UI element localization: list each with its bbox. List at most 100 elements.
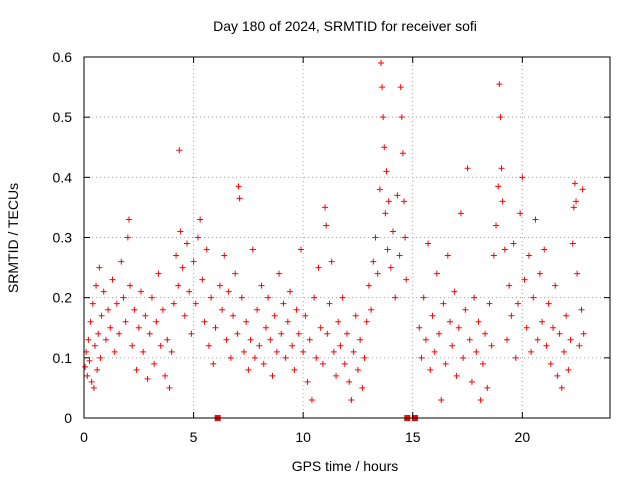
data-point — [400, 198, 407, 205]
data-point — [192, 300, 199, 307]
data-point — [82, 363, 89, 370]
data-point — [545, 300, 552, 307]
data-point — [547, 360, 554, 367]
data-point — [155, 270, 162, 277]
data-point — [571, 180, 578, 187]
data-point — [319, 360, 326, 367]
y-tick-label: 0.5 — [53, 109, 73, 125]
x-tick-label: 0 — [80, 429, 88, 445]
data-point — [105, 306, 112, 313]
data-point — [352, 312, 359, 319]
data-point — [265, 294, 272, 301]
data-point — [322, 204, 329, 211]
data-point — [219, 306, 226, 313]
data-point — [235, 183, 242, 190]
data-point — [576, 342, 583, 349]
data-point — [118, 258, 125, 265]
data-point — [271, 312, 278, 319]
data-point — [284, 318, 291, 325]
data-point — [510, 240, 517, 247]
data-point — [530, 294, 537, 301]
data-point — [427, 366, 434, 373]
data-point — [496, 81, 503, 88]
data-point — [223, 336, 230, 343]
data-point — [216, 282, 223, 289]
data-point — [497, 114, 504, 121]
data-point — [359, 384, 366, 391]
y-tick-label: 0 — [64, 410, 72, 426]
data-point — [449, 342, 456, 349]
data-point — [442, 360, 449, 367]
data-point — [113, 300, 120, 307]
data-point — [554, 372, 561, 379]
data-point — [346, 378, 353, 385]
data-point — [383, 168, 390, 175]
data-point — [357, 336, 364, 343]
data-point — [523, 324, 530, 331]
data-point — [179, 264, 186, 271]
data-point — [159, 306, 166, 313]
data-point — [460, 354, 467, 361]
data-point — [170, 300, 177, 307]
data-point — [370, 258, 377, 265]
data-point — [512, 354, 519, 361]
data-point — [324, 330, 331, 337]
y-tick-label: 0.4 — [53, 169, 73, 185]
data-point — [484, 384, 491, 391]
data-point — [109, 276, 116, 283]
data-point — [243, 318, 250, 325]
data-point — [111, 348, 118, 355]
data-point — [335, 318, 342, 325]
data-point — [276, 270, 283, 277]
data-point — [390, 228, 397, 235]
data-point — [330, 348, 337, 355]
axis-ticks: 0 0.1 0.2 0.3 0.4 0.5 0.6 0 5 10 15 20 — [53, 49, 610, 445]
data-point — [416, 324, 423, 331]
data-point — [392, 294, 399, 301]
data-point — [107, 324, 114, 331]
data-point — [175, 282, 182, 289]
x-tick-label: 15 — [405, 429, 421, 445]
data-point — [328, 258, 335, 265]
data-point — [151, 360, 158, 367]
data-point — [396, 252, 403, 259]
data-point — [567, 336, 574, 343]
grid-lines — [84, 57, 610, 418]
data-point — [431, 348, 438, 355]
data-point — [144, 375, 151, 382]
data-point — [475, 318, 482, 325]
data-point — [102, 336, 109, 343]
data-point — [240, 348, 247, 355]
data-point — [313, 354, 320, 361]
data-point — [148, 294, 155, 301]
data-point — [85, 336, 92, 343]
data-point — [258, 282, 265, 289]
data-point — [578, 306, 585, 313]
data-point — [354, 366, 361, 373]
data-point — [528, 348, 535, 355]
data-point — [398, 114, 405, 121]
data-point — [403, 276, 410, 283]
data-point — [397, 84, 404, 91]
data-point — [177, 228, 184, 235]
data-point — [249, 246, 256, 253]
data-point — [225, 288, 232, 295]
data-point — [89, 300, 96, 307]
data-point — [536, 270, 543, 277]
data-point — [278, 330, 285, 337]
data-point — [387, 264, 394, 271]
data-point — [142, 312, 149, 319]
data-point — [477, 396, 484, 403]
data-point — [506, 282, 513, 289]
data-point — [376, 186, 383, 193]
data-point — [498, 165, 505, 172]
data-point — [122, 318, 129, 325]
data-point — [451, 288, 458, 295]
data-point — [287, 288, 294, 295]
data-point — [208, 294, 215, 301]
data-point — [350, 348, 357, 355]
data-point — [563, 312, 570, 319]
data-point — [384, 246, 391, 253]
data-point — [137, 288, 144, 295]
